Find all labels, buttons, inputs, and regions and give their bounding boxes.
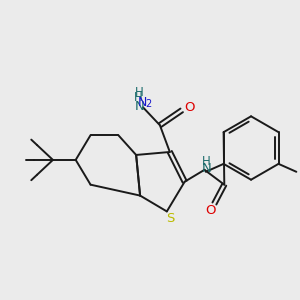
- Text: N: N: [135, 100, 145, 113]
- Text: O: O: [205, 204, 216, 217]
- Text: H: H: [135, 86, 143, 99]
- Text: S: S: [166, 212, 174, 225]
- Text: H: H: [134, 91, 142, 104]
- Text: O: O: [184, 101, 195, 114]
- Text: 2: 2: [145, 99, 151, 110]
- Text: N: N: [202, 162, 211, 175]
- Text: H: H: [202, 155, 211, 168]
- Text: N: N: [137, 96, 147, 109]
